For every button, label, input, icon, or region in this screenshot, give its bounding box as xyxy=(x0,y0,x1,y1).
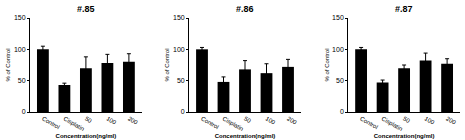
svg-text:#.86: #.86 xyxy=(236,4,254,14)
svg-text:#.87: #.87 xyxy=(395,4,413,14)
svg-text:50: 50 xyxy=(243,115,252,124)
svg-text:150: 150 xyxy=(173,14,185,21)
svg-text:50: 50 xyxy=(18,77,26,84)
svg-text:Control: Control xyxy=(200,115,220,130)
svg-text:100: 100 xyxy=(105,115,117,126)
svg-text:0: 0 xyxy=(340,108,344,115)
svg-text:#.85: #.85 xyxy=(77,4,95,14)
svg-text:Concentration(ng/ml): Concentration(ng/ml) xyxy=(374,133,435,139)
svg-text:Cisplatin: Cisplatin xyxy=(62,115,85,132)
svg-text:150: 150 xyxy=(332,14,344,21)
svg-text:% of Control: % of Control xyxy=(5,48,11,81)
svg-text:100: 100 xyxy=(173,46,185,53)
svg-text:100: 100 xyxy=(14,46,26,53)
svg-text:50: 50 xyxy=(336,77,344,84)
svg-text:50: 50 xyxy=(177,77,185,84)
svg-text:200: 200 xyxy=(127,115,139,126)
svg-text:Concentration(ng/ml): Concentration(ng/ml) xyxy=(56,133,117,139)
svg-text:100: 100 xyxy=(424,115,436,126)
svg-text:100: 100 xyxy=(332,46,344,53)
svg-text:Control: Control xyxy=(41,115,61,130)
svg-text:Concentration(ng/ml): Concentration(ng/ml) xyxy=(215,133,276,139)
svg-text:Cisplatin: Cisplatin xyxy=(222,115,245,132)
svg-text:Control: Control xyxy=(359,115,379,130)
svg-text:100: 100 xyxy=(265,115,277,126)
svg-text:150: 150 xyxy=(14,14,26,21)
svg-text:200: 200 xyxy=(445,115,457,126)
svg-text:0: 0 xyxy=(181,108,185,115)
svg-text:0: 0 xyxy=(22,108,26,115)
svg-text:Cisplatin: Cisplatin xyxy=(381,115,404,132)
svg-text:200: 200 xyxy=(286,115,298,126)
svg-text:% of Control: % of Control xyxy=(164,48,170,81)
svg-text:% of Control: % of Control xyxy=(324,48,330,81)
svg-text:50: 50 xyxy=(84,115,93,124)
svg-text:50: 50 xyxy=(402,115,411,124)
